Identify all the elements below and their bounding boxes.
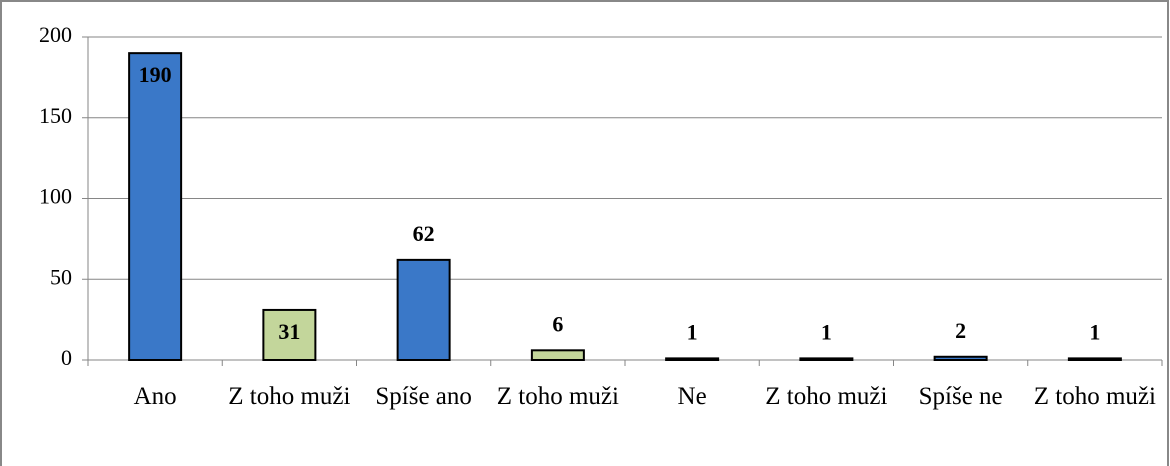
data-label: 31	[278, 319, 300, 344]
data-label: 2	[955, 318, 966, 343]
x-tick-label: Z toho muži	[1033, 383, 1156, 410]
x-tick-label: Spíše ano	[375, 383, 472, 410]
bar	[933, 355, 988, 361]
bar	[262, 308, 317, 361]
x-tick-label: Z toho muži	[228, 383, 351, 410]
x-tick-label: Ano	[133, 383, 177, 410]
y-tick-label: 200	[39, 22, 72, 47]
data-label: 62	[413, 221, 435, 246]
x-tick-label: Ne	[677, 383, 707, 410]
bar	[530, 349, 585, 361]
bar	[665, 357, 720, 362]
data-label: 1	[821, 319, 832, 344]
data-label: 1	[1089, 319, 1100, 344]
y-tick-label: 100	[39, 184, 72, 209]
bar	[799, 357, 854, 362]
x-tick-label: Z toho muži	[765, 383, 888, 410]
y-tick-label: 50	[50, 264, 72, 289]
bar	[396, 258, 451, 361]
bar	[1067, 357, 1122, 362]
data-label: 190	[139, 62, 172, 87]
bar	[128, 52, 183, 362]
y-tick-label: 150	[39, 103, 72, 128]
y-tick-label: 0	[61, 345, 72, 370]
data-label: 6	[552, 311, 563, 336]
x-tick-label: Z toho muži	[496, 383, 619, 410]
data-label: 1	[687, 319, 698, 344]
x-tick-label: Spíše ne	[918, 383, 1003, 410]
